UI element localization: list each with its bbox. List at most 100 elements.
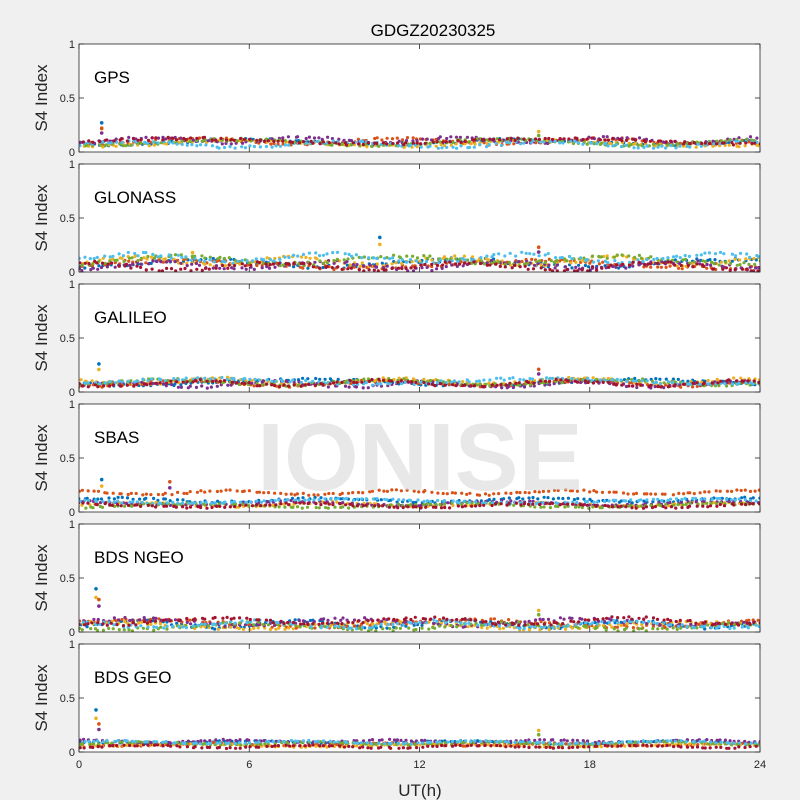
data-point [298,265,302,269]
data-point [96,617,100,622]
data-point [255,263,259,268]
data-point [681,503,685,507]
data-point [107,384,112,388]
data-point [283,505,287,509]
data-point [751,269,756,272]
data-point [252,384,256,388]
data-point [754,499,758,503]
data-point [683,140,687,144]
data-point [86,385,90,389]
data-point [690,261,694,265]
data-point [435,263,440,268]
data-point [233,505,237,509]
data-point [601,380,605,384]
data-point [637,136,642,140]
data-point [168,259,172,263]
data-point [178,618,182,622]
data-point [440,146,444,150]
data-point [466,258,470,262]
data-point [111,627,115,631]
data-point [131,500,135,504]
data-point [435,140,439,144]
data-point [375,262,379,266]
data-point [513,263,517,267]
data-point [631,626,636,630]
data-point [147,262,151,266]
data-point [203,138,207,142]
data-point [331,251,335,255]
data-point [279,619,283,624]
data-point [715,142,719,146]
data-point [332,259,336,263]
data-point [753,262,757,266]
data-point [239,136,243,141]
data-point [122,259,126,263]
data-point [307,135,311,139]
data-point [333,616,337,620]
data-point [348,502,353,506]
data-point [752,257,756,261]
data-point [541,617,545,622]
data-point [721,622,725,626]
data-point [715,502,719,506]
data-point [172,504,176,508]
data-point [479,256,483,260]
data-point [703,627,707,631]
data-point [412,489,416,493]
data-point [319,617,323,622]
data-point [189,269,193,272]
data-point [105,491,109,495]
data-point [262,258,266,262]
data-point [499,376,503,380]
data-point [649,262,653,266]
data-point [526,267,530,271]
data-point [169,379,173,383]
data-point [450,491,454,495]
data-point [324,501,328,505]
data-point [575,489,580,493]
data-point [120,380,124,384]
data-point [105,138,109,142]
data-point [748,502,752,506]
data-point [153,619,157,623]
data-point [758,496,760,500]
data-point [737,145,741,149]
data-point [223,500,227,504]
data-point [391,622,395,626]
data-point [699,497,703,501]
data-point [397,498,401,502]
data-point [207,267,211,271]
data-point [282,621,286,626]
data-point [552,620,556,625]
data-point [651,497,656,501]
data-point [217,146,221,150]
data-point [606,380,610,384]
data-point [272,383,277,388]
data-point [391,256,395,260]
data-point [601,135,606,139]
data-point [605,256,609,260]
data-point [635,385,639,390]
data-point [211,379,215,384]
data-point [98,501,103,505]
data-point [323,377,327,381]
data-point [208,489,212,493]
data-point [145,621,149,625]
spike-point [99,121,104,125]
data-point [701,504,705,508]
data-point [441,616,446,620]
data-point [313,626,317,630]
data-point [700,625,704,629]
data-point [80,488,84,492]
data-point [257,618,261,622]
data-point [218,504,222,508]
data-point [389,379,394,383]
data-point [518,377,522,382]
data-point [357,142,361,146]
data-point [154,505,158,509]
data-point [546,496,550,500]
data-point [581,142,585,146]
data-point [435,619,439,623]
data-point [645,144,649,148]
data-point [725,384,729,388]
